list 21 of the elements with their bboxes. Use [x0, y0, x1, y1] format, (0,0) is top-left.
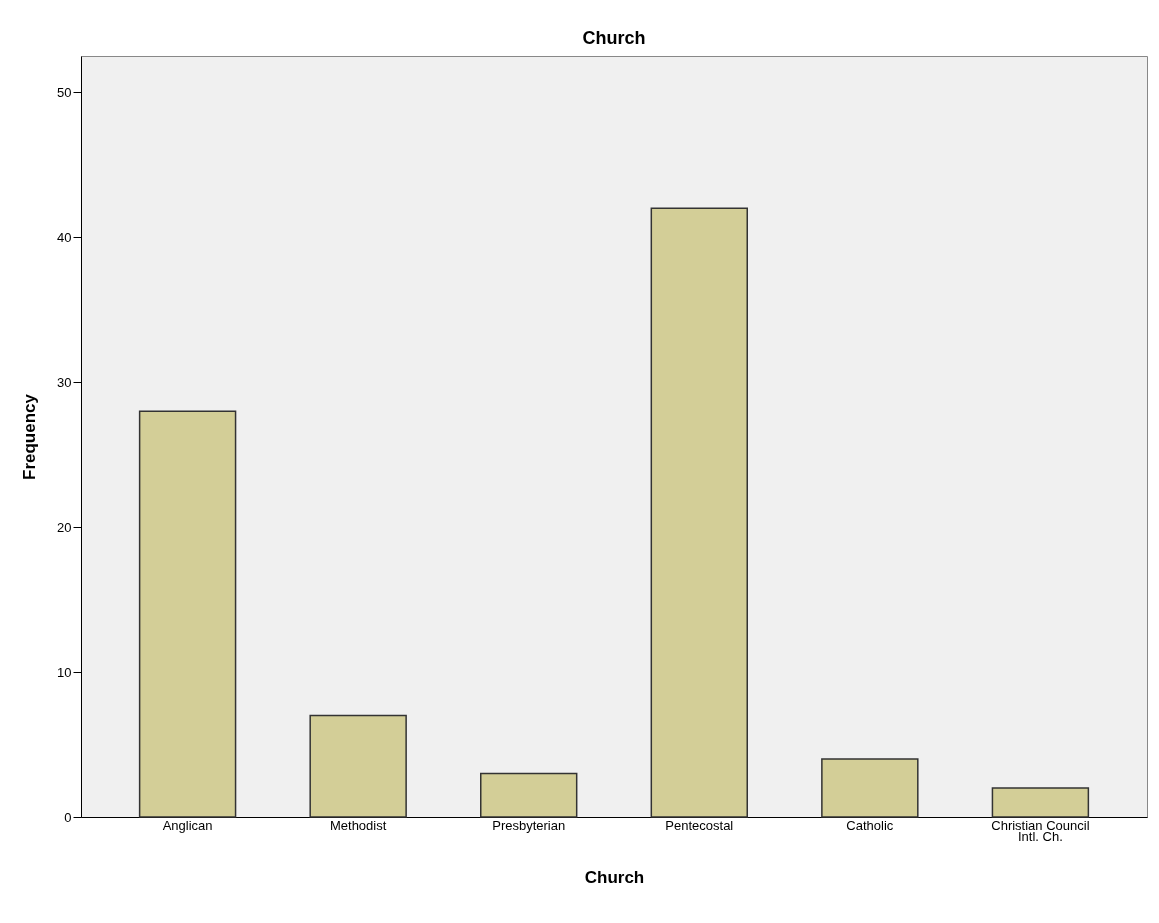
x-tick-label: Catholic — [846, 817, 894, 833]
chart-title: Church — [582, 28, 646, 48]
y-tick-label: 0 — [64, 809, 72, 825]
bar — [138, 410, 237, 818]
bar — [991, 787, 1090, 818]
x-tick-label: Anglican — [162, 817, 213, 833]
x-tick-label: Christian Council Intl. Ch. — [991, 817, 1090, 844]
y-tick-label: 30 — [57, 374, 72, 390]
x-tick-label: Pentecostal — [665, 817, 734, 833]
bar — [480, 772, 578, 818]
y-tick-label: 40 — [57, 229, 72, 245]
y-tick-label: 50 — [57, 84, 72, 100]
x-tick-label: Methodist — [329, 817, 387, 833]
y-axis-title: Frequency — [20, 393, 40, 480]
bar — [821, 758, 919, 818]
bar — [309, 714, 407, 818]
x-tick-label: Presbyterian — [492, 817, 566, 833]
y-tick-label: 20 — [57, 519, 72, 535]
bar — [650, 207, 748, 818]
y-tick-label: 10 — [57, 664, 72, 680]
x-axis-title: Church — [584, 867, 645, 887]
